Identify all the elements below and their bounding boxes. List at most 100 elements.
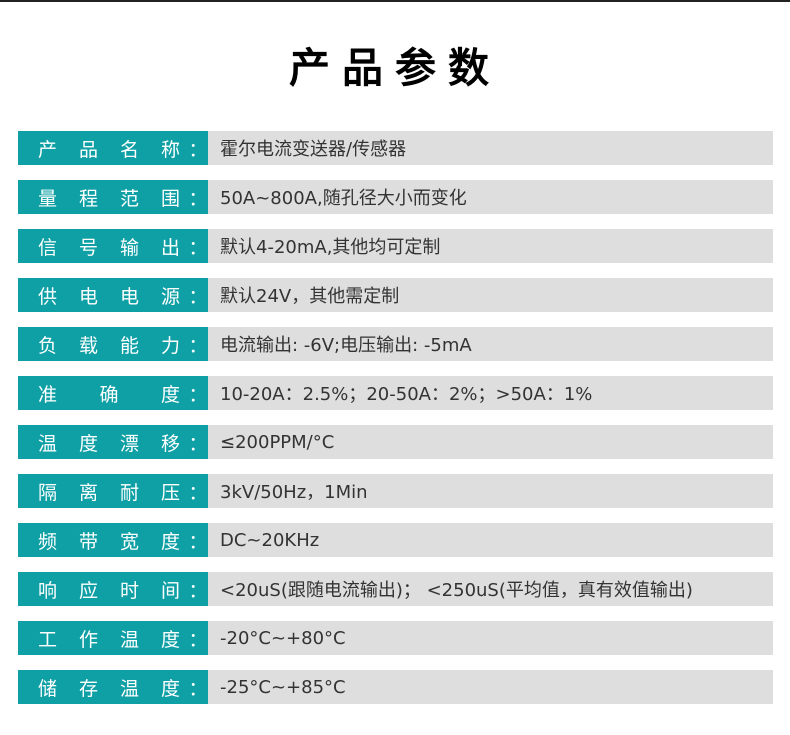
param-label-char: 负 [38,334,58,357]
param-label: 准 确 度 ： [18,376,208,410]
param-label-colon: ： [188,383,208,406]
param-label-char: 度 [160,530,180,553]
param-row-response-time: 响应时间： <20uS(跟随电流输出)； <250uS(平均值，真有效值输出) [18,572,773,606]
param-label-char: 工 [38,628,58,651]
param-row-isolation-voltage: 隔离耐压： 3kV/50Hz，1Min [18,474,773,508]
param-label-char: 漂 [119,432,139,455]
param-row-accuracy: 准 确 度 ： 10-20A：2.5%；20-50A：2%；>50A：1% [18,376,773,410]
param-value: 3kV/50Hz，1Min [208,474,773,508]
param-label-colon: ： [188,481,208,504]
param-row-power-supply: 供电电源： 默认24V，其他需定制 [18,278,773,312]
param-label: 响应时间： [18,572,208,606]
param-label-char: 隔 [38,481,58,504]
param-label: 工作温度： [18,621,208,655]
param-value: -25°C~+85°C [208,670,773,704]
param-label-char: 储 [38,677,58,700]
param-label-char: 度 [160,677,180,700]
param-label-char: 度 [160,383,180,406]
param-label-text: 温度漂移 [38,429,188,456]
param-label-char: 确 [99,383,119,406]
param-label-char: 温 [38,432,58,455]
param-label-colon: ： [188,677,208,700]
param-label-char: 出 [160,236,180,259]
param-label-char: 离 [78,481,98,504]
param-label-char: 作 [78,628,98,651]
param-label-char: 温 [119,677,139,700]
param-label-char: 名 [119,138,139,161]
param-label-char: 围 [160,187,180,210]
param-label-char: 能 [119,334,139,357]
param-label-text: 供电电源 [38,282,188,309]
param-label-text: 隔离耐压 [38,478,188,505]
param-label-char: 范 [119,187,139,210]
param-label-char: 品 [78,138,98,161]
param-label-char: 度 [78,432,98,455]
param-label-char: 程 [78,187,98,210]
param-row-operating-temp: 工作温度： -20°C~+80°C [18,621,773,655]
param-label-text: 产品名称 [38,135,188,162]
param-label-char: 供 [38,285,58,308]
param-label: 供电电源： [18,278,208,312]
param-value: <20uS(跟随电流输出)； <250uS(平均值，真有效值输出) [208,572,773,606]
param-label-text: 频带宽度 [38,527,188,554]
param-row-range: 量程范围 ： 50A~800A,随孔径大小而变化 [18,180,773,214]
param-label-char: 称 [160,138,180,161]
param-label-char: 输 [119,236,139,259]
param-label-char: 温 [119,628,139,651]
param-label-text: 负载能力 [38,331,188,358]
param-label-char: 耐 [119,481,139,504]
param-label: 频带宽度： [18,523,208,557]
param-value: 默认4-20mA,其他均可定制 [208,229,773,263]
param-label-char: 带 [78,530,98,553]
param-label-char: 电 [119,285,139,308]
param-value: 10-20A：2.5%；20-50A：2%；>50A：1% [208,376,773,410]
param-row-bandwidth: 频带宽度： DC~20KHz [18,523,773,557]
param-label-char: 量 [38,187,58,210]
param-label-char: 移 [160,432,180,455]
param-label-colon: ： [188,285,208,308]
param-label-char: 信 [38,236,58,259]
param-label-char: 响 [38,579,58,602]
param-value: 50A~800A,随孔径大小而变化 [208,180,773,214]
param-label-colon: ： [188,334,208,357]
param-row-temp-drift: 温度漂移： ≤200PPM/°C [18,425,773,459]
param-label: 储存温度： [18,670,208,704]
param-label: 隔离耐压： [18,474,208,508]
param-label: 量程范围 ： [18,180,208,214]
param-label-colon: ： [188,187,208,210]
param-label: 产品名称： [18,131,208,165]
param-row-signal-output: 信号输出： 默认4-20mA,其他均可定制 [18,229,773,263]
param-label-text: 工作温度 [38,625,188,652]
param-value: ≤200PPM/°C [208,425,773,459]
param-label-char: 频 [38,530,58,553]
top-divider [0,0,790,2]
param-label: 负载能力： [18,327,208,361]
param-label-colon: ： [188,530,208,553]
param-label-colon: ： [188,628,208,651]
param-label-char: 号 [78,236,98,259]
param-label-colon: ： [188,432,208,455]
param-label-char: 产 [38,138,58,161]
param-value: -20°C~+80°C [208,621,773,655]
param-label-char: 时 [119,579,139,602]
param-label-char: 宽 [119,530,139,553]
param-value: 电流输出: -6V;电压输出: -5mA [208,327,773,361]
param-label: 信号输出： [18,229,208,263]
param-label-char: 存 [78,677,98,700]
param-value: 霍尔电流变送器/传感器 [208,131,773,165]
param-row-product-name: 产品名称： 霍尔电流变送器/传感器 [18,131,773,165]
param-label-char: 间 [160,579,180,602]
param-label-char: 电 [78,285,98,308]
param-label-colon: ： [188,579,208,602]
page-title: 产品参数 [289,44,501,92]
param-label-text: 响应时间 [38,576,188,603]
param-label-text: 储存温度 [38,674,188,701]
param-row-storage-temp: 储存温度： -25°C~+85°C [18,670,773,704]
param-row-load-capacity: 负载能力： 电流输出: -6V;电压输出: -5mA [18,327,773,361]
param-label-char: 度 [160,628,180,651]
param-label-char: 应 [78,579,98,602]
param-label-colon: ： [188,138,208,161]
param-label-char: 源 [160,285,180,308]
param-label-char: 载 [78,334,98,357]
param-value: 默认24V，其他需定制 [208,278,773,312]
